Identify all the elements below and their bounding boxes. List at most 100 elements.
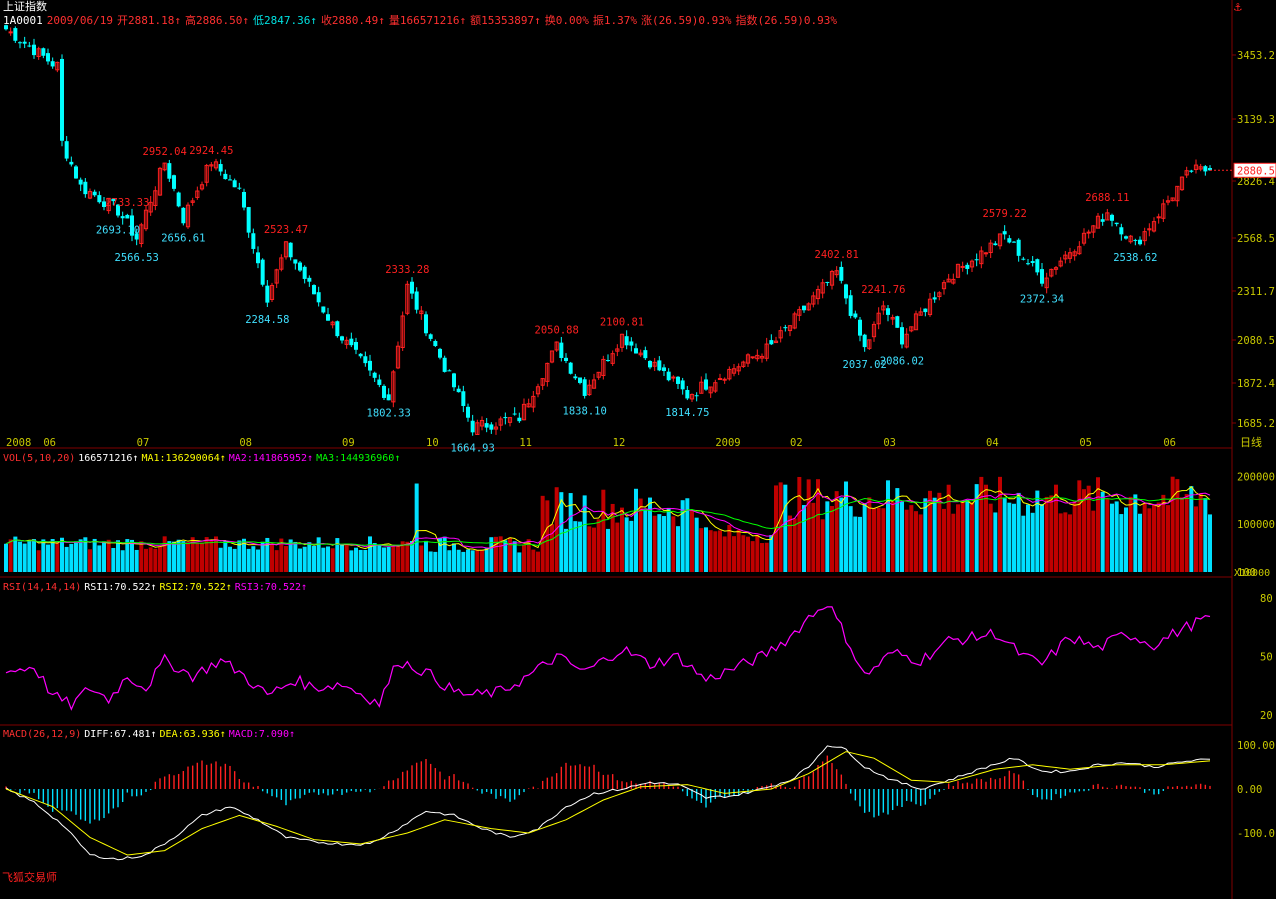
volume-bar: [979, 476, 984, 572]
candle-body: [1035, 259, 1040, 273]
last-price-box: [1233, 162, 1276, 178]
candle-body: [773, 340, 779, 344]
volume-bar: [951, 513, 956, 572]
header-field: MA2:141865952↑: [228, 453, 314, 464]
volume-bar: [512, 541, 517, 572]
header-field: 166571216↑: [78, 453, 139, 464]
peak-price-label: 2924.45: [189, 145, 233, 157]
candle-body: [624, 336, 629, 346]
candle-body: [157, 167, 163, 196]
candle-body: [512, 413, 517, 415]
candle-body: [283, 241, 289, 258]
candle-body: [829, 270, 835, 286]
volume-bar: [97, 545, 102, 572]
candle-body: [1179, 176, 1185, 191]
anchor-icon[interactable]: ⚓: [1234, 0, 1242, 15]
macd-diff-line: [5, 745, 1211, 861]
candle-body: [699, 381, 704, 394]
candle-body: [927, 298, 933, 316]
date-axis-label: 06: [1163, 437, 1176, 449]
volume-bar: [1142, 503, 1147, 572]
candle-body: [274, 269, 279, 284]
volume-bar: [41, 539, 46, 572]
volume-bar: [172, 541, 176, 572]
trough-price-label: 2086.02: [880, 355, 924, 367]
candle-body: [195, 190, 200, 198]
header-field: 开2881.18↑: [116, 14, 181, 27]
volume-bar: [573, 521, 578, 572]
candle-body: [722, 378, 727, 381]
volume-bar: [88, 549, 92, 572]
macd-header: MACD(26,12,9) DIFF:67.481↑ DEA:63.936↑ MACD…: [3, 729, 298, 741]
header-field: VOL(5,10,20): [3, 453, 76, 464]
volume-bar: [139, 541, 144, 572]
candle-body: [256, 252, 260, 264]
candle-body: [190, 200, 195, 203]
price-fields: 开2881.18↑ 高2886.50↑ 低2847.36↑ 收2880.49↑ 量166…: [117, 14, 841, 27]
candle-body: [573, 376, 578, 379]
volume-bar: [335, 538, 340, 572]
peak-price-label: 2333.28: [385, 264, 429, 276]
volume-bar: [1049, 495, 1054, 572]
date-axis-label: 10: [426, 437, 439, 449]
volume-bar: [461, 551, 466, 572]
volume-bar: [1086, 485, 1091, 572]
volume-bar: [46, 544, 50, 572]
volume-bar: [909, 505, 914, 572]
volume-bar: [1170, 476, 1175, 572]
volume-bar: [494, 536, 498, 572]
volume-bar: [1189, 486, 1194, 572]
volume-bar: [554, 487, 559, 572]
candle-body: [988, 242, 993, 254]
candle-body: [895, 316, 900, 328]
candle-body: [148, 201, 153, 213]
header-field: DIFF:67.481↑: [84, 729, 157, 740]
candle-body: [890, 317, 895, 320]
candle-body: [87, 191, 93, 199]
volume-bar: [1138, 513, 1142, 572]
volume-bar: [64, 546, 69, 572]
header-field: DEA:63.936↑: [159, 729, 226, 740]
volume-bar: [200, 542, 204, 572]
volume-bar: [498, 536, 503, 572]
price-tick-label: 2080.5: [1237, 335, 1275, 347]
candle-body: [386, 394, 391, 401]
volume-bar: [862, 503, 867, 572]
volume-bar: [22, 543, 27, 572]
candle-body: [395, 345, 401, 369]
volume-bar: [741, 535, 746, 572]
date-axis-label: 08: [239, 437, 252, 449]
candle-body: [1091, 225, 1096, 233]
candle-body: [946, 278, 951, 283]
header-field: 振1.37%: [592, 14, 638, 27]
volume-bar: [834, 491, 839, 572]
candle-body: [419, 310, 424, 315]
volume-bar: [382, 547, 386, 572]
volume-bar: [816, 479, 820, 572]
date-axis-label: 2009: [715, 437, 740, 449]
volume-bar: [1152, 504, 1156, 572]
trough-price-label: 1814.75: [665, 407, 709, 419]
trough-price-label: 1664.93: [451, 443, 495, 455]
volume-bar: [830, 506, 834, 572]
volume-bar: [438, 538, 442, 572]
candle-body: [344, 339, 349, 345]
date-axis-label: 07: [137, 437, 150, 449]
volume-bar: [242, 538, 246, 572]
peak-price-label: 2100.81: [600, 317, 644, 329]
candle-body: [1007, 238, 1012, 243]
trough-price-label: 2566.53: [115, 252, 159, 264]
candle-body: [1016, 239, 1021, 256]
volume-bar: [410, 541, 414, 572]
volume-bar: [806, 479, 811, 572]
volume-bar: [1175, 479, 1180, 572]
candle-body: [1063, 254, 1068, 260]
volume-bar: [956, 504, 960, 572]
volume-bar: [1072, 501, 1077, 572]
candle-body: [1012, 241, 1016, 243]
volume-bar: [424, 540, 428, 572]
volume-bar: [601, 489, 606, 572]
candle-body: [559, 342, 564, 358]
volume-bar: [1156, 502, 1161, 572]
volume-bar: [764, 542, 769, 572]
